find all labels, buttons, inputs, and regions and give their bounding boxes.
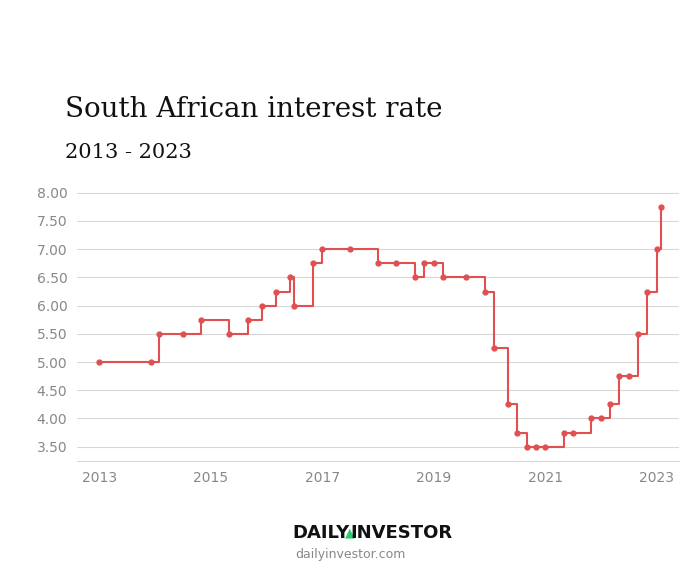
Text: dailyinvestor.com: dailyinvestor.com [295, 548, 405, 560]
Text: ▲: ▲ [345, 526, 355, 539]
Text: South African interest rate: South African interest rate [65, 97, 442, 123]
Text: DAILY: DAILY [293, 524, 350, 542]
Text: 2013 - 2023: 2013 - 2023 [65, 143, 192, 162]
Text: INVESTOR: INVESTOR [350, 524, 452, 542]
